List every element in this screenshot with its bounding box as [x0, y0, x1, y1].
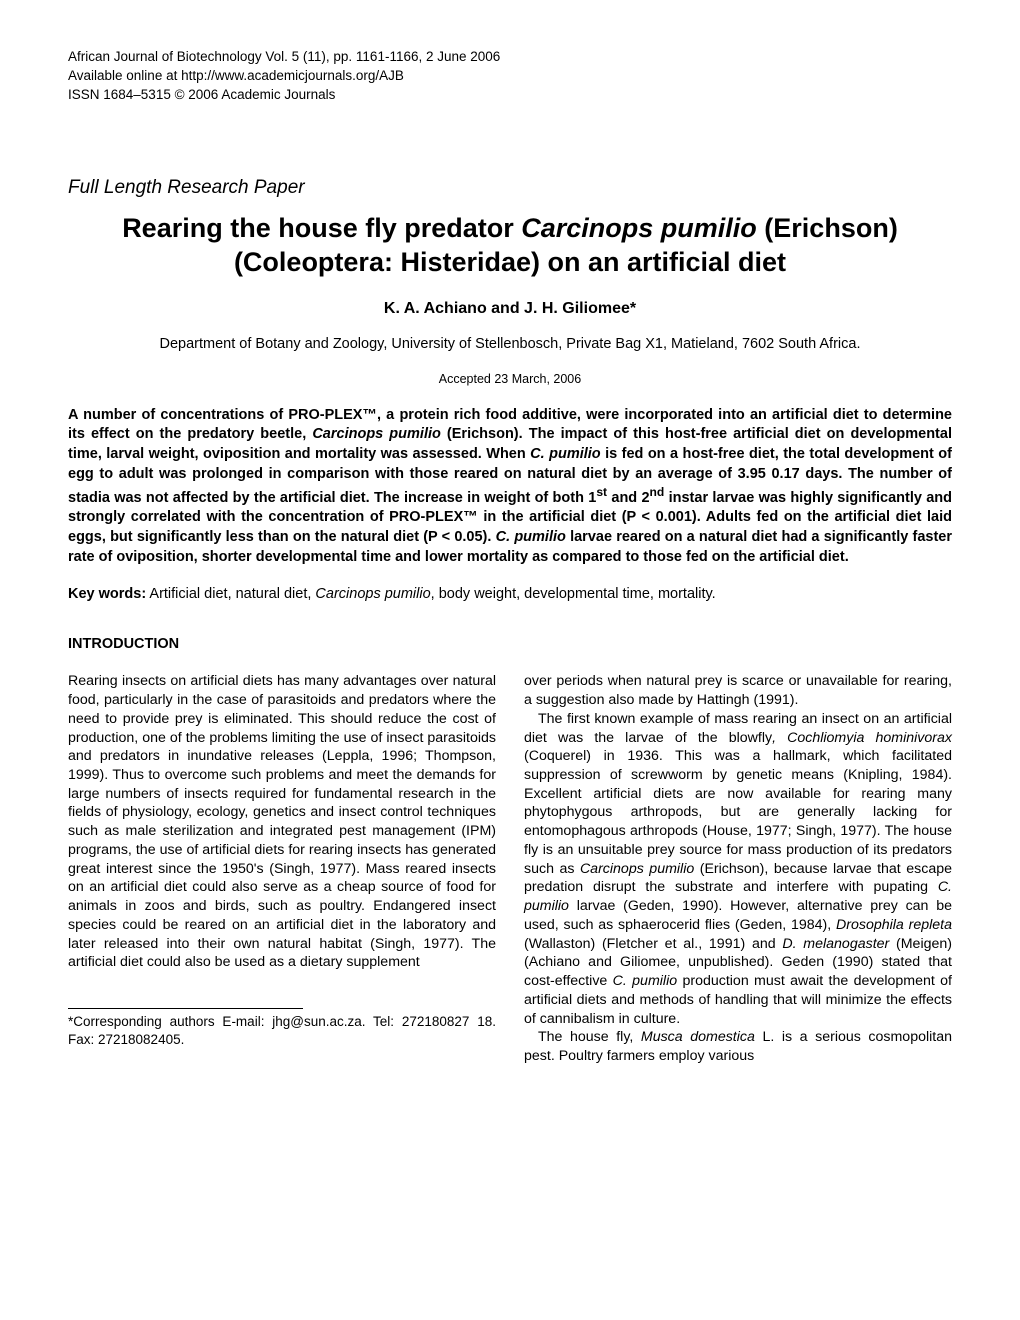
keywords-text: , body weight, developmental time, morta… — [431, 586, 716, 602]
body-text: The house fly, — [538, 1029, 641, 1045]
title-species-name: Carcinops pumilio — [521, 213, 757, 243]
abstract-superscript: st — [596, 485, 607, 499]
body-paragraph: Rearing insects on artificial diets has … — [68, 672, 496, 972]
keywords-species: Carcinops pumilio — [315, 586, 430, 602]
affiliation: Department of Botany and Zoology, Univer… — [68, 335, 952, 355]
journal-header: African Journal of Biotechnology Vol. 5 … — [68, 48, 952, 105]
keywords-label: Key words: — [68, 586, 146, 602]
abstract-text: and 2 — [607, 490, 649, 506]
abstract-species-abbrev: C. pumilio — [496, 529, 566, 545]
footnote-rule — [68, 1008, 303, 1009]
species-abbrev: D. melanogaster — [782, 936, 889, 952]
body-text: (Coquerel) in 1936. This was a hallmark,… — [524, 748, 952, 876]
body-paragraph: The first known example of mass rearing … — [524, 710, 952, 1028]
authors: K. A. Achiano and J. H. Giliomee* — [68, 298, 952, 320]
paper-title: Rearing the house fly predator Carcinops… — [68, 212, 952, 280]
species-name: Musca domestica — [641, 1029, 755, 1045]
body-text: (Wallaston) (Fletcher et al., 1991) and — [524, 936, 782, 952]
keywords: Key words: Artificial diet, natural diet… — [68, 585, 952, 605]
keywords-text: Artificial diet, natural diet, — [146, 586, 315, 602]
species-name: Carcinops pumilio — [580, 861, 694, 877]
paper-type: Full Length Research Paper — [68, 175, 952, 201]
abstract-species: Carcinops pumilio — [312, 426, 441, 442]
species-name: , Cochliomyia hominivorax — [772, 730, 952, 746]
body-columns: Rearing insects on artificial diets has … — [68, 672, 952, 1065]
species-abbrev: C. pumilio — [613, 973, 677, 989]
journal-issn: ISSN 1684–5315 © 2006 Academic Journals — [68, 86, 952, 105]
body-paragraph: over periods when natural prey is scarce… — [524, 672, 952, 709]
left-column: Rearing insects on artificial diets has … — [68, 672, 496, 1065]
section-heading-introduction: INTRODUCTION — [68, 635, 952, 655]
species-name: Drosophila repleta — [836, 917, 952, 933]
journal-url: Available online at http://www.academicj… — [68, 67, 952, 86]
journal-citation: African Journal of Biotechnology Vol. 5 … — [68, 48, 952, 67]
right-column: over periods when natural prey is scarce… — [524, 672, 952, 1065]
abstract: A number of concentrations of PRO-PLEX™,… — [68, 406, 952, 567]
corresponding-author-footnote: *Corresponding authors E-mail: jhg@sun.a… — [68, 1013, 496, 1048]
abstract-superscript: nd — [650, 485, 665, 499]
accepted-date: Accepted 23 March, 2006 — [68, 371, 952, 388]
title-text-pre: Rearing the house fly predator — [122, 213, 521, 243]
body-paragraph: The house fly, Musca domestica L. is a s… — [524, 1028, 952, 1065]
abstract-species-abbrev: C. pumilio — [530, 446, 601, 462]
